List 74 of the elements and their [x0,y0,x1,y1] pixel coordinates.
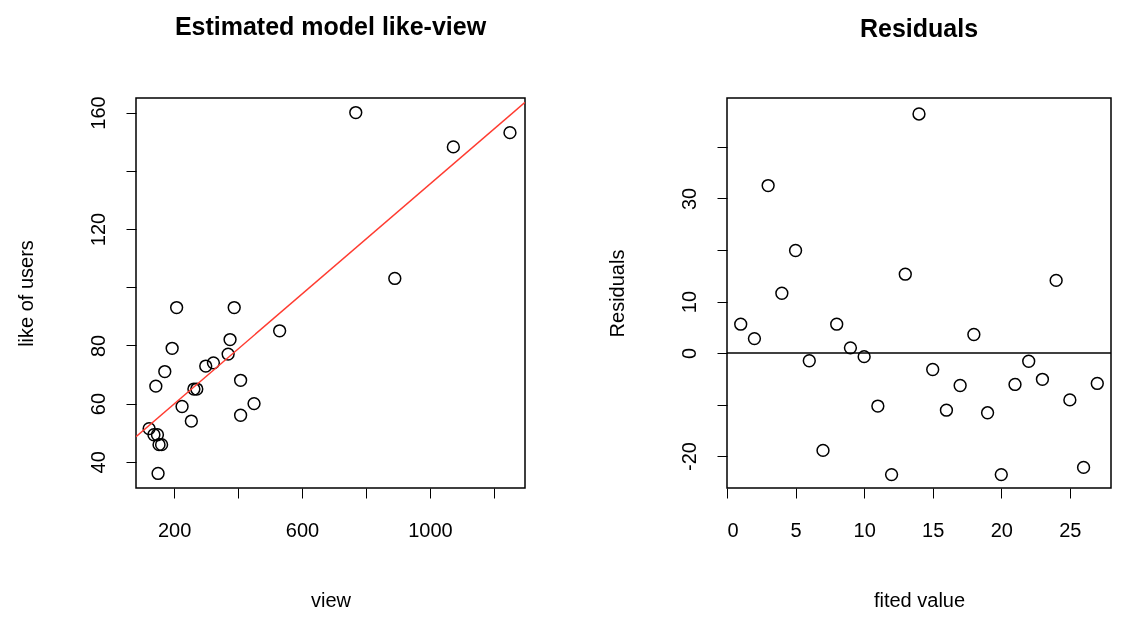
x-axis-title: fited value [873,588,966,611]
point [165,341,179,355]
point [761,178,775,193]
point [912,107,926,121]
x-tick-label: 600 [285,518,320,541]
y-tick-label: 40 [86,451,109,474]
point [149,379,163,393]
y-tick-label: 80 [86,334,109,358]
point [898,267,912,281]
point [980,406,995,420]
point [843,341,858,355]
x-tick-label: 10 [853,518,876,541]
point [147,428,161,442]
point [151,466,165,481]
point [857,349,871,364]
point [272,324,287,338]
point [953,378,967,393]
point [233,408,248,422]
point [747,331,762,346]
chart-title: Residuals [859,14,979,42]
x-tick-label: 15 [922,518,945,541]
point [1008,377,1022,392]
point [884,467,899,482]
x-tick-label: 1000 [408,518,453,541]
point [158,364,172,379]
x-tick-label: 0 [727,518,739,541]
point [223,332,237,347]
point [349,105,363,120]
x-tick-label: 200 [157,518,192,541]
x-tick-label: 25 [1059,518,1082,541]
point [1076,460,1091,475]
y-tick-label: -20 [677,442,700,472]
point [788,243,803,258]
y-tick-label: 30 [677,187,700,211]
y-tick-label: 10 [677,290,700,314]
point [1022,354,1036,368]
point [830,317,844,331]
point [175,399,189,414]
point [184,414,199,428]
chart-title: Estimated model like-view [174,11,487,40]
point [939,403,954,417]
point [967,327,981,342]
point [802,354,816,368]
point [871,399,885,413]
point [388,271,402,286]
point [503,125,517,140]
x-axis-title: view [310,588,352,611]
point [227,300,241,315]
point [169,300,184,315]
point [816,443,830,458]
point [994,467,1008,482]
point [233,373,248,387]
point [734,317,748,331]
point [1063,393,1077,407]
y-tick-label: 160 [86,96,109,130]
point [926,362,940,377]
point [206,356,221,370]
point [199,359,213,373]
point [221,347,235,361]
point [150,428,165,442]
point [1090,376,1104,391]
point [1035,372,1050,386]
point [1049,273,1063,288]
y-tick-label: 0 [677,347,700,360]
y-tick-label: 60 [86,392,109,416]
point [775,286,789,300]
y-axis-title: like of users [14,240,37,347]
point [247,396,261,411]
point [446,140,461,154]
y-axis-title: Residuals [605,249,628,338]
x-tick-label: 5 [790,518,802,541]
x-tick-label: 20 [990,518,1013,541]
point [142,421,156,436]
y-tick-label: 120 [86,212,109,247]
